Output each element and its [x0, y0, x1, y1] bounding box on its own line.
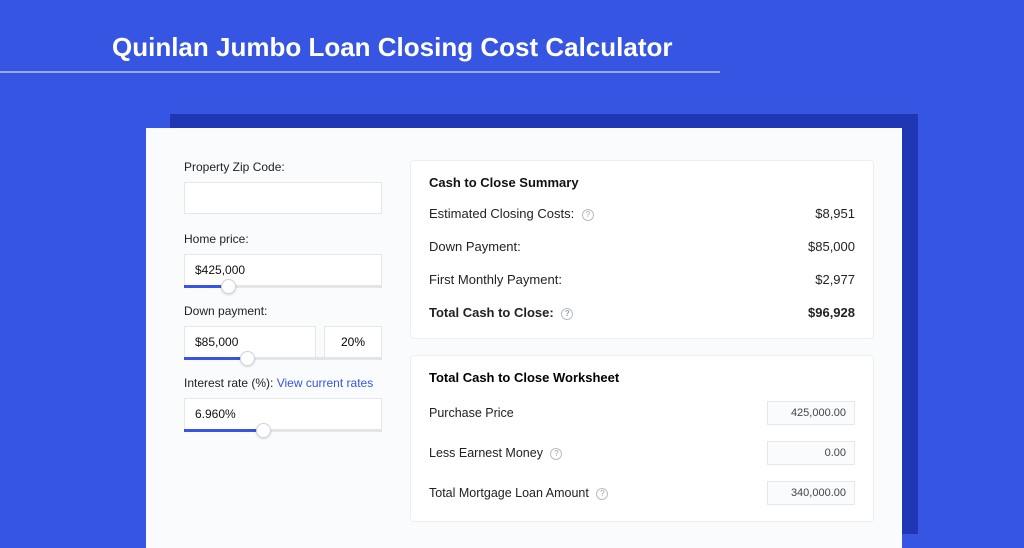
summary-row-first-monthly: First Monthly Payment: $2,977	[429, 272, 855, 305]
summary-row-total: Total Cash to Close: ? $96,928	[429, 305, 855, 338]
summary-row-closing-costs: Estimated Closing Costs: ? $8,951	[429, 206, 855, 239]
home-price-input[interactable]	[184, 254, 382, 286]
input-panel: Property Zip Code: Home price: Down paym…	[146, 160, 410, 522]
calculator-card: Property Zip Code: Home price: Down paym…	[146, 128, 902, 548]
home-price-label: Home price:	[184, 232, 382, 246]
home-price-slider-thumb[interactable]	[221, 279, 236, 294]
worksheet-value-input[interactable]	[767, 481, 855, 505]
interest-rate-label-text: Interest rate (%):	[184, 376, 273, 390]
worksheet-label: Less Earnest Money ?	[429, 446, 562, 460]
down-payment-slider[interactable]	[184, 357, 382, 360]
interest-rate-field: Interest rate (%): View current rates	[184, 376, 382, 432]
summary-value: $8,951	[815, 206, 855, 221]
summary-label: First Monthly Payment:	[429, 272, 562, 287]
summary-label: Estimated Closing Costs: ?	[429, 206, 594, 221]
view-rates-link[interactable]: View current rates	[277, 376, 374, 390]
summary-total-label-text: Total Cash to Close:	[429, 305, 554, 320]
zip-field: Property Zip Code:	[184, 160, 382, 214]
interest-rate-label: Interest rate (%): View current rates	[184, 376, 382, 390]
worksheet-row-purchase-price: Purchase Price	[429, 401, 855, 441]
down-payment-percent[interactable]: 20%	[324, 326, 382, 358]
help-icon[interactable]: ?	[582, 209, 594, 221]
worksheet-value-input[interactable]	[767, 441, 855, 465]
down-payment-field: Down payment: 20%	[184, 304, 382, 360]
worksheet: Total Cash to Close Worksheet Purchase P…	[410, 355, 874, 522]
interest-rate-input[interactable]	[184, 398, 382, 430]
home-price-field: Home price:	[184, 232, 382, 288]
zip-input[interactable]	[184, 182, 382, 214]
down-payment-label: Down payment:	[184, 304, 382, 318]
worksheet-label: Total Mortgage Loan Amount ?	[429, 486, 608, 500]
down-payment-slider-fill	[184, 357, 247, 360]
interest-rate-slider-fill	[184, 429, 263, 432]
worksheet-label-text: Total Mortgage Loan Amount	[429, 486, 589, 500]
worksheet-value-input[interactable]	[767, 401, 855, 425]
interest-rate-slider[interactable]	[184, 429, 382, 432]
zip-label: Property Zip Code:	[184, 160, 382, 174]
summary-label: Down Payment:	[429, 239, 521, 254]
worksheet-row-earnest-money: Less Earnest Money ?	[429, 441, 855, 481]
worksheet-label-text: Less Earnest Money	[429, 446, 543, 460]
summary-value: $85,000	[808, 239, 855, 254]
summary-value: $2,977	[815, 272, 855, 287]
worksheet-label: Purchase Price	[429, 406, 514, 420]
interest-rate-slider-thumb[interactable]	[256, 423, 271, 438]
worksheet-row-mortgage-amount: Total Mortgage Loan Amount ?	[429, 481, 855, 521]
results-panel: Cash to Close Summary Estimated Closing …	[410, 160, 902, 522]
help-icon[interactable]: ?	[550, 448, 562, 460]
down-payment-slider-thumb[interactable]	[240, 351, 255, 366]
summary-row-down-payment: Down Payment: $85,000	[429, 239, 855, 272]
summary-label-text: Estimated Closing Costs:	[429, 206, 574, 221]
home-price-slider[interactable]	[184, 285, 382, 288]
page-title: Quinlan Jumbo Loan Closing Cost Calculat…	[0, 0, 720, 73]
worksheet-title: Total Cash to Close Worksheet	[429, 370, 855, 385]
summary-title: Cash to Close Summary	[429, 175, 855, 190]
summary-total-value: $96,928	[808, 305, 855, 320]
summary-total-label: Total Cash to Close: ?	[429, 305, 573, 320]
help-icon[interactable]: ?	[561, 308, 573, 320]
cash-to-close-summary: Cash to Close Summary Estimated Closing …	[410, 160, 874, 339]
help-icon[interactable]: ?	[596, 488, 608, 500]
